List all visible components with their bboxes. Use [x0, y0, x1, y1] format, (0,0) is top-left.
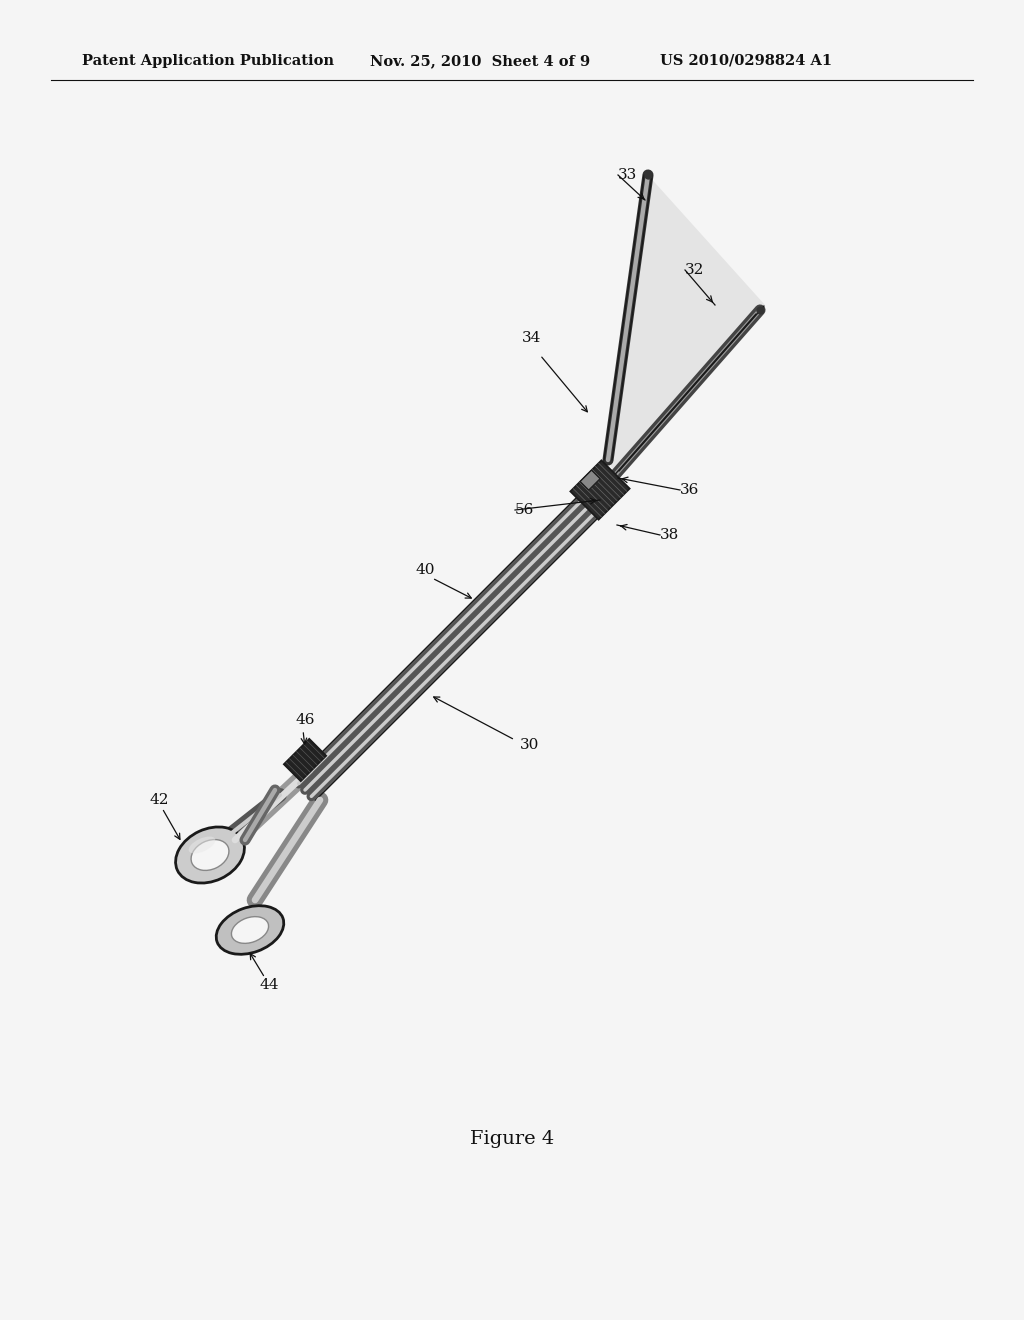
Text: 44: 44 [260, 978, 280, 993]
Text: Nov. 25, 2010  Sheet 4 of 9: Nov. 25, 2010 Sheet 4 of 9 [370, 54, 590, 69]
Ellipse shape [216, 906, 284, 954]
Polygon shape [608, 176, 765, 475]
Polygon shape [570, 461, 630, 520]
Ellipse shape [175, 826, 245, 883]
Text: Patent Application Publication: Patent Application Publication [82, 54, 334, 69]
Ellipse shape [231, 916, 268, 944]
Text: 56: 56 [515, 503, 535, 517]
Polygon shape [581, 470, 600, 490]
Text: 34: 34 [522, 331, 542, 345]
Text: 33: 33 [618, 168, 637, 182]
Text: US 2010/0298824 A1: US 2010/0298824 A1 [660, 54, 833, 69]
Ellipse shape [188, 837, 215, 854]
Text: 32: 32 [685, 263, 705, 277]
Polygon shape [284, 739, 327, 781]
Text: 36: 36 [680, 483, 699, 498]
Text: Figure 4: Figure 4 [470, 1130, 554, 1148]
Text: 30: 30 [520, 738, 540, 752]
Text: 42: 42 [150, 793, 170, 807]
Text: 38: 38 [660, 528, 679, 543]
Ellipse shape [191, 840, 229, 870]
Text: 40: 40 [415, 564, 434, 577]
Text: 46: 46 [295, 713, 314, 727]
